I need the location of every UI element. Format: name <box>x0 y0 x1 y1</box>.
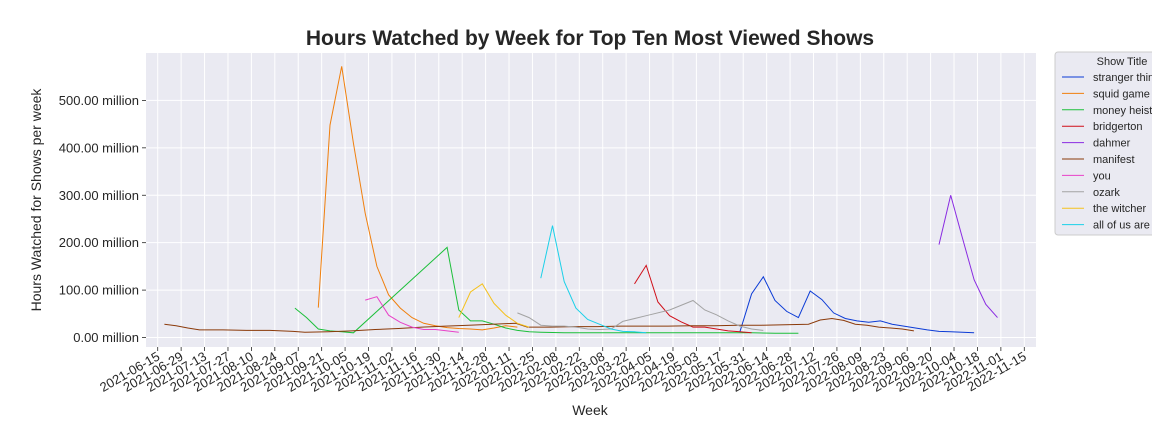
series-line-all-of-us-are-dead <box>540 225 647 334</box>
legend-entry-label: stranger things <box>1093 72 1152 84</box>
x-tick-labels: 2021-06-152021-06-292021-07-132021-07-27… <box>97 347 1029 395</box>
y-tick-label: 0.00 million <box>73 330 139 345</box>
series-line-bridgerton <box>634 264 752 334</box>
legend-entry-label: squid game <box>1093 88 1150 100</box>
legend-entry-label: bridgerton <box>1093 121 1143 133</box>
legend-entries: stranger things squid game money heist brid… <box>1062 72 1152 232</box>
x-gridlines <box>157 53 1025 347</box>
y-tick-label: 400.00 million <box>59 140 139 155</box>
legend-entry-label: you <box>1093 170 1111 182</box>
legend-entry-label: all of us are dead <box>1093 220 1152 232</box>
y-tick-label: 200.00 million <box>59 235 139 250</box>
series-line-squid-game <box>317 66 518 331</box>
y-tick-label: 100.00 million <box>59 283 139 298</box>
legend-box <box>1054 51 1152 236</box>
series-line-money-heist <box>294 246 799 334</box>
x-axis-label: Week <box>572 402 609 418</box>
y-tick-label: 500.00 million <box>59 93 139 108</box>
series-line-stranger-things <box>739 275 975 334</box>
legend-entry-label: money heist <box>1093 105 1152 117</box>
series-line-manifest <box>164 317 914 333</box>
legend-title: Show Title <box>1097 56 1148 68</box>
legend-entry-label: the witcher <box>1093 203 1147 215</box>
series-line-dahmer <box>938 195 998 318</box>
series-line-ozark <box>517 299 764 331</box>
y-tick-labels: 0.00 million 100.00 million 200.00 million… <box>59 93 146 345</box>
y-gridlines <box>146 99 1036 339</box>
y-axis-label: Hours Watched for Shows per week <box>28 88 44 312</box>
series-lines <box>164 66 998 334</box>
chart-title: Hours Watched by Week for Top Ten Most V… <box>306 27 874 50</box>
legend-entry-label: ozark <box>1093 187 1120 199</box>
y-tick-label: 300.00 million <box>59 188 139 203</box>
series-line-the-witcher <box>458 283 530 328</box>
series-line-you <box>365 296 459 333</box>
legend-entry-label: manifest <box>1093 154 1135 166</box>
legend: Show Title stranger things squid game mone… <box>1054 51 1152 236</box>
legend-entry-label: dahmer <box>1093 138 1131 150</box>
plot-area-background <box>146 53 1036 347</box>
